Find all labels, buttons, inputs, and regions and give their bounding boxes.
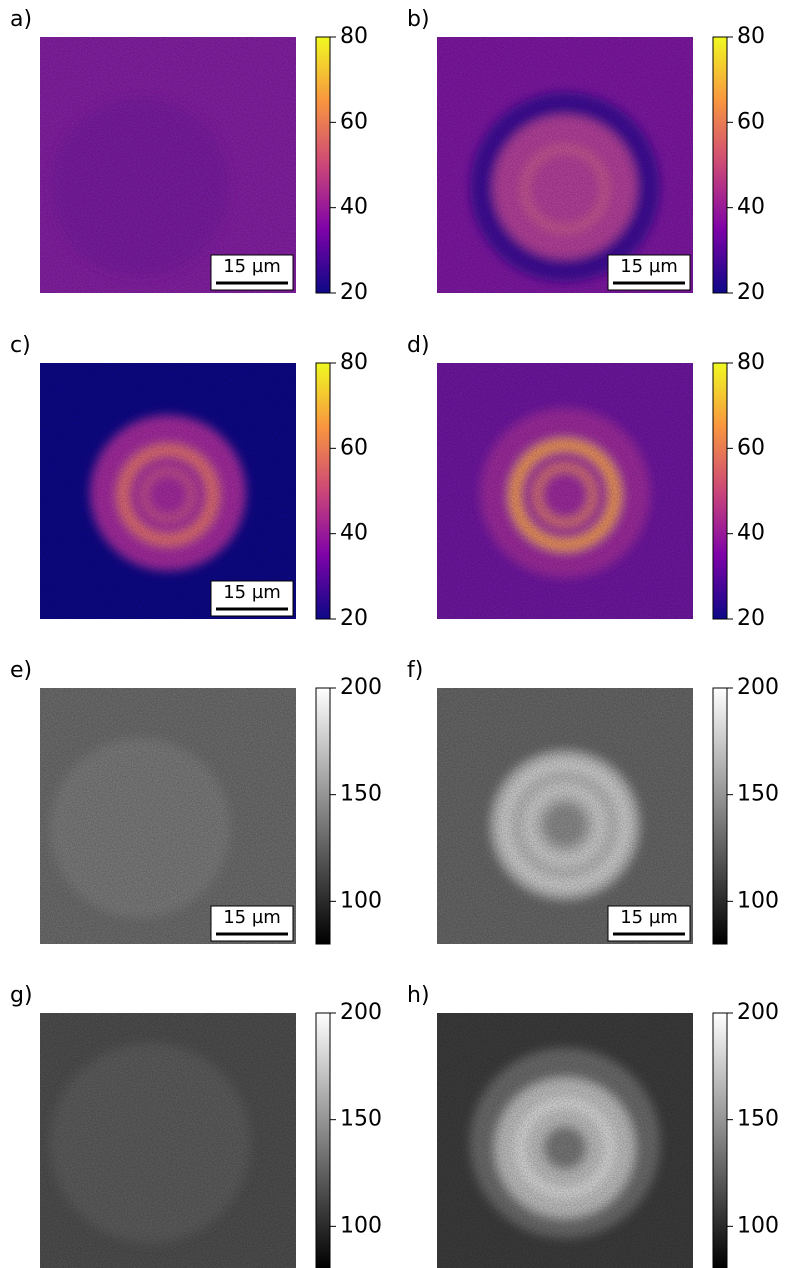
colorbar-tick-label: 150 (737, 782, 779, 807)
scalebar-label: 15 µm (223, 907, 281, 928)
image (40, 688, 296, 944)
colorbar-tick-label: 40 (737, 195, 765, 220)
scalebar-label: 15 µm (223, 582, 281, 603)
colorbar-tick-label: 60 (340, 109, 368, 134)
image-noise (437, 363, 693, 619)
panel-label: g) (10, 983, 33, 1008)
colorbar-tick-label: 100 (737, 1213, 779, 1238)
scalebar-label: 15 µm (620, 907, 678, 928)
image-noise (437, 37, 693, 293)
image (437, 37, 693, 293)
image-noise (40, 688, 296, 944)
colorbar-tick-label: 20 (340, 280, 368, 305)
colorbar (315, 36, 331, 294)
image (437, 688, 693, 944)
colorbar-tick-label: 80 (737, 24, 765, 49)
panel-label: h) (407, 983, 430, 1008)
colorbar-tick-label: 20 (737, 606, 765, 631)
colorbar-tick-label: 80 (340, 350, 368, 375)
colorbar-tick-label: 100 (737, 888, 779, 913)
colorbar-tick-label: 200 (340, 1000, 382, 1025)
colorbar-tick-label: 150 (737, 1107, 779, 1132)
image-noise (40, 363, 296, 619)
image-noise (40, 1013, 296, 1268)
colorbar-tick-label: 40 (737, 521, 765, 546)
image (40, 1013, 296, 1268)
colorbar (315, 687, 331, 945)
scalebar-label: 15 µm (620, 256, 678, 277)
colorbar-tick-label: 60 (737, 435, 765, 460)
scalebar-label: 15 µm (223, 256, 281, 277)
image-noise (437, 688, 693, 944)
colorbar-tick-label: 40 (340, 521, 368, 546)
panel-label: b) (407, 7, 430, 32)
colorbar (315, 362, 331, 620)
image (437, 363, 693, 619)
panel-label: c) (10, 333, 31, 358)
colorbar-tick-label: 60 (340, 435, 368, 460)
colorbar-tick-label: 80 (340, 24, 368, 49)
colorbar-tick-label: 200 (737, 675, 779, 700)
panel-label: f) (407, 658, 423, 683)
image-noise (437, 1013, 693, 1268)
colorbar-tick-label: 20 (737, 280, 765, 305)
panel-label: e) (10, 658, 32, 683)
image (40, 363, 296, 619)
colorbar (712, 36, 728, 294)
colorbar (712, 687, 728, 945)
colorbar-tick-label: 80 (737, 350, 765, 375)
colorbar (315, 1012, 331, 1268)
colorbar-tick-label: 150 (340, 782, 382, 807)
colorbar-tick-label: 150 (340, 1107, 382, 1132)
colorbar-tick-label: 200 (340, 675, 382, 700)
colorbar-tick-label: 100 (340, 888, 382, 913)
colorbar (712, 362, 728, 620)
image (40, 37, 296, 293)
image-noise (40, 37, 296, 293)
colorbar (712, 1012, 728, 1268)
image (437, 1013, 693, 1268)
colorbar-tick-label: 200 (737, 1000, 779, 1025)
colorbar-tick-label: 40 (340, 195, 368, 220)
colorbar-tick-label: 60 (737, 109, 765, 134)
colorbar-tick-label: 20 (340, 606, 368, 631)
colorbar-tick-label: 100 (340, 1213, 382, 1238)
panel-label: a) (10, 7, 32, 32)
panel-label: d) (407, 333, 430, 358)
